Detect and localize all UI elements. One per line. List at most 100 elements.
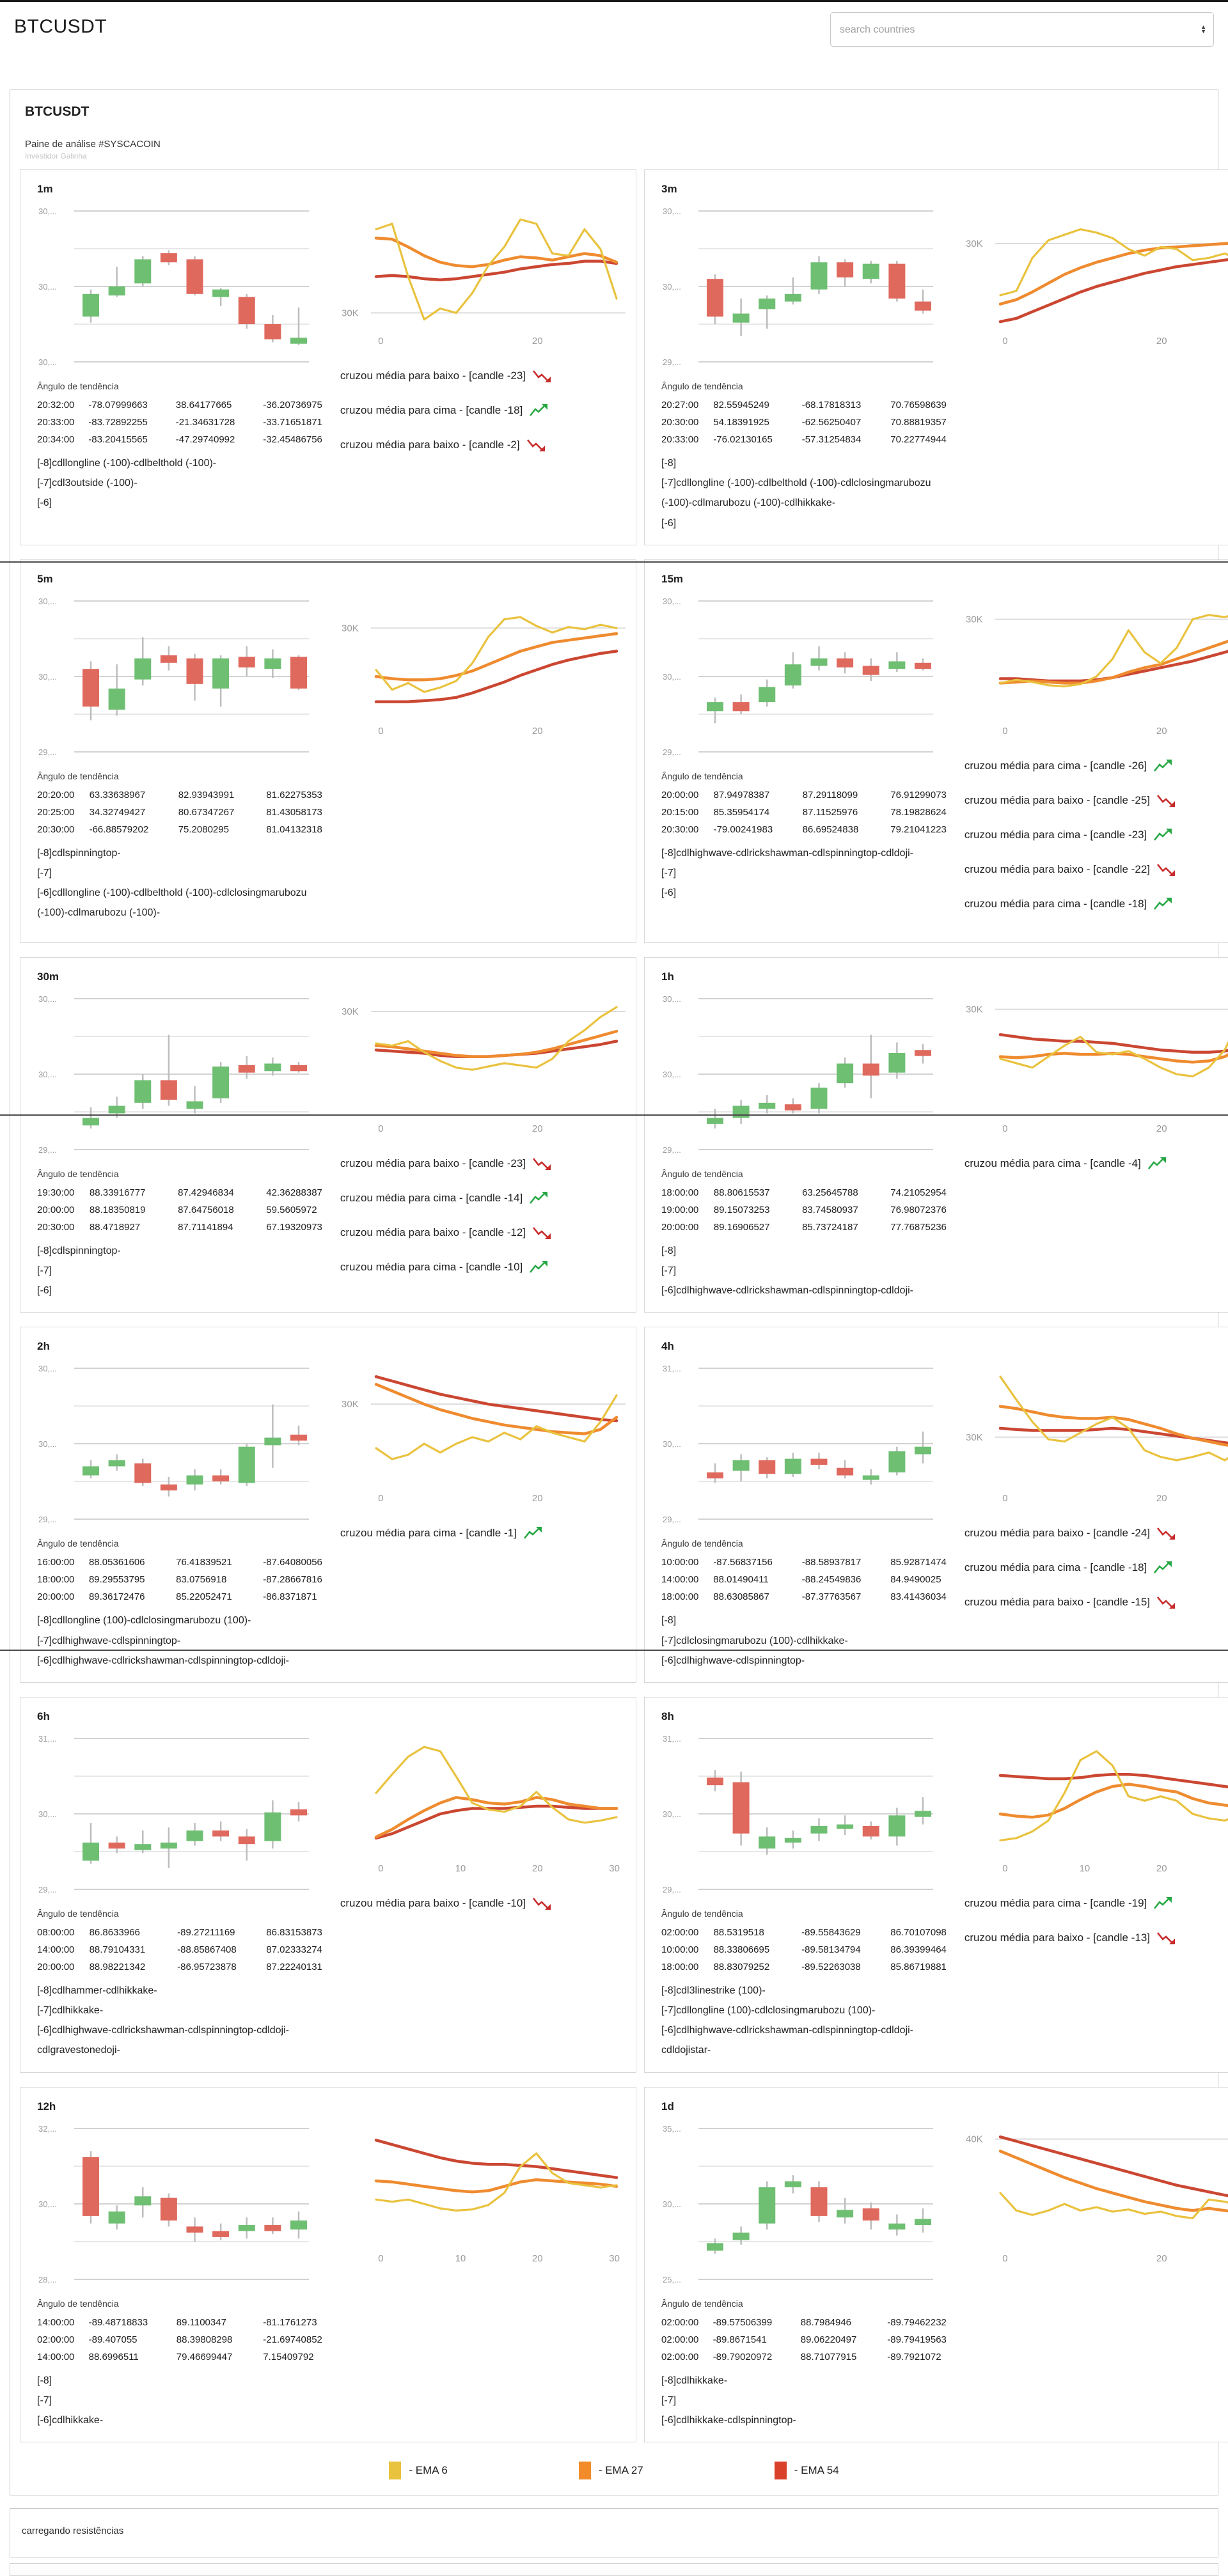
signal-text: cruzou média para cima - [candle -18] [340, 404, 523, 416]
trend-angle-table: 18:00:00 88.80615537 63.25645788 74.2105295… [661, 1184, 947, 1236]
timeframe-panel: 12h 32,... 30,... 28,... Ângulo de tendênc… [20, 2086, 636, 2443]
signal-text: cruzou média para baixo - [candle -15] [964, 1596, 1150, 1609]
trend-angle-cell: 89.1100347 [176, 2316, 226, 2328]
pattern-line: [-7]cdlhikkake- [37, 2005, 104, 2017]
trend-angle-title: Ângulo de tendência [37, 770, 119, 781]
legend-item: - EMA 27 [578, 2462, 643, 2480]
trend-angle-cell: 02:00:00 [661, 1926, 699, 1938]
panel-right-column: 30K 0 20 cruzou média para baixo - [candle… [322, 992, 626, 1301]
pattern-line: [-6]cdlhikkake-cdlspinningtop- [661, 2415, 796, 2426]
timeframe-panel: 3m 30,... 30,... 29,... Ângulo de tendênci… [644, 169, 1228, 545]
trend-up-icon [1154, 897, 1172, 910]
trend-angle-row: 20:00:00 87.94978387 87.29118099 76.9129907… [661, 786, 947, 804]
trend-angle-cell: -89.55843629 [801, 1926, 861, 1938]
trend-angle-cell: 88.98221342 [89, 1961, 146, 1972]
svg-text:30,...: 30,... [663, 994, 681, 1004]
trend-angle-cell: 87.11525976 [802, 806, 858, 818]
trend-angle-cell: 02:00:00 [37, 2334, 75, 2345]
trend-angle-cell: 42.36288387 [266, 1187, 322, 1198]
trend-angle-table: 02:00:00 88.5319518 -89.55843629 86.7010709… [661, 1924, 947, 1976]
ema-line-chart: 30K 0 20 [966, 1375, 1228, 1504]
trend-angle-cell: -89.79020972 [712, 2351, 773, 2362]
svg-text:30K: 30K [342, 308, 359, 318]
trend-angle-cell: 88.4718927 [89, 1221, 141, 1233]
svg-text:31,...: 31,... [663, 1364, 681, 1373]
pattern-line: [-8] [661, 1615, 677, 1627]
trend-angle-cell: -83.20415565 [88, 434, 148, 445]
svg-text:31,...: 31,... [38, 1734, 57, 1744]
analysis-card: BTCUSDT Paine de análise #SYSCACOIN Inve… [10, 90, 1228, 2496]
ema-line-chart: 30K 0 20 [342, 616, 626, 737]
trend-angle-cell: 89.15073253 [713, 1204, 770, 1215]
pattern-list: [-8]cdlhikkake- [-7] [-6]cdlhikkake-cdlspi… [661, 2371, 947, 2431]
trend-angle-title: Ângulo de tendência [661, 1538, 743, 1549]
signal-row: cruzou média para baixo - [candle -13] [964, 1930, 1228, 1946]
trend-angle-cell: 81.62275353 [266, 789, 322, 800]
pattern-line: [-7]cdlhighwave-cdlspinningtop- [37, 1635, 181, 1646]
trend-angle-cell: 87.94978387 [713, 789, 770, 800]
pattern-line: [-6]cdlhighwave-cdlrickshawman-cdlspinni… [37, 1655, 289, 1666]
trend-angle-cell: 88.33806695 [713, 1944, 770, 1955]
svg-text:29,...: 29,... [663, 1515, 681, 1524]
trend-angle-row: 20:27:00 82.55945249 -68.17818313 70.765986… [661, 396, 947, 414]
svg-text:30,...: 30,... [663, 1809, 681, 1819]
pattern-list: [-8] [-7] [-6]cdlhikkake- [37, 2371, 322, 2431]
search-countries-select-wrap: search countries ▲ ▼ [830, 12, 1214, 47]
pattern-line: [-6]cdlhighwave-cdlspinningtop- [661, 1655, 805, 1666]
topbar: BTCUSDT search countries ▲ ▼ [0, 2, 1228, 63]
panel-right-column: 30K 0 20 cruzou média para cima - [candle … [947, 992, 1228, 1301]
trend-angle-title: Ângulo de tendência [37, 381, 119, 391]
svg-text:20: 20 [1156, 336, 1167, 347]
signal-row: cruzou média para cima - [candle -1] [340, 1526, 619, 1541]
svg-text:10: 10 [1079, 1863, 1090, 1874]
trend-angle-cell: -87.28667816 [263, 1574, 322, 1586]
trend-angle-row: 20:25:00 34.32749427 80.67347267 81.4305817… [37, 804, 322, 821]
svg-text:30K: 30K [342, 1399, 359, 1410]
search-countries-select[interactable]: search countries [830, 12, 1214, 47]
signal-row: cruzou média para baixo - [candle -24] [964, 1526, 1228, 1541]
signal-text: cruzou média para baixo - [candle -12] [340, 1226, 526, 1238]
panel-title: 1d [661, 2100, 674, 2112]
trend-angle-cell: -88.24549836 [801, 1574, 862, 1586]
trend-angle-cell: -21.69740852 [263, 2334, 322, 2345]
candlestick-chart: 30,... 30,... 29,... [38, 1364, 309, 1524]
trend-up-icon [1154, 1896, 1172, 1909]
trend-angle-row: 20:15:00 85.35954174 87.11525976 78.1982862… [661, 804, 947, 821]
trend-angle-row: 16:00:00 88.05361606 76.41839521 -87.640800… [37, 1554, 322, 1571]
pattern-list: [-8]cdllongline (100)-cdlclosingmarubozu… [37, 1611, 322, 1671]
panel-columns: 30,... 30,... 29,... Ângulo de tendência 2… [661, 205, 1228, 533]
trend-angle-cell: 83.0756918 [176, 1574, 227, 1586]
trend-angle-cell: -89.407055 [88, 2334, 138, 2345]
signal-row: cruzou média para cima - [candle -14] [340, 1190, 619, 1206]
page-title: BTCUSDT [14, 16, 107, 37]
trend-angle-table: 19:30:00 88.33916777 87.42946834 42.3628838… [37, 1184, 322, 1236]
candlestick-chart: 30,... 30,... 29,... [663, 994, 933, 1155]
svg-text:30,...: 30,... [663, 1439, 681, 1449]
pattern-line: [-6]cdlhikkake- [37, 2415, 104, 2426]
trend-angle-cell: 78.19828624 [890, 806, 947, 818]
pattern-line: [-8]cdlspinningtop- [37, 1245, 121, 1256]
trend-angle-cell: -88.58937817 [801, 1557, 862, 1568]
panel-title: 4h [661, 1340, 674, 1353]
legend-label: - EMA 54 [794, 2464, 839, 2477]
pattern-list: [-8]cdl3linestrike (100)- [-7]cdllongline… [661, 1981, 947, 2061]
signal-text: cruzou média para cima - [candle -26] [964, 759, 1147, 772]
trend-angle-row: 02:00:00 -89.79020972 88.71077915 -89.79210… [661, 2348, 947, 2366]
trend-angle-row: 19:00:00 89.15073253 83.74580937 76.9807237… [661, 1201, 947, 1219]
pattern-list: [-8] [-7]cdlclosingmarubozu (100)-cdlhikk… [661, 1611, 947, 1671]
panel-columns: 35,... 30,... 25,... Ângulo de tendência 0… [661, 2122, 1228, 2431]
trend-angle-cell: -87.37763567 [801, 1591, 862, 1603]
panel-right-column: 30K 0 20 cruzou média para baixo - [candle… [947, 1362, 1228, 1671]
trend-angle-cell: 08:00:00 [37, 1926, 75, 1938]
trend-angle-cell: 88.63085867 [713, 1591, 769, 1603]
panel-title: 3m [661, 183, 677, 195]
trend-angle-table: 10:00:00 -87.56837156 -88.58937817 85.92871… [661, 1554, 947, 1605]
trend-angle-table: 20:27:00 82.55945249 -68.17818313 70.765986… [661, 396, 947, 448]
trend-angle-cell: 87.64756018 [178, 1204, 234, 1215]
legend-label: - EMA 6 [409, 2464, 448, 2477]
trend-angle-row: 02:00:00 -89.57506399 88.7984946 -89.794622… [661, 2314, 947, 2331]
candlestick-chart: 35,... 30,... 25,... [663, 2124, 933, 2284]
page-break-line [0, 1114, 1228, 1116]
